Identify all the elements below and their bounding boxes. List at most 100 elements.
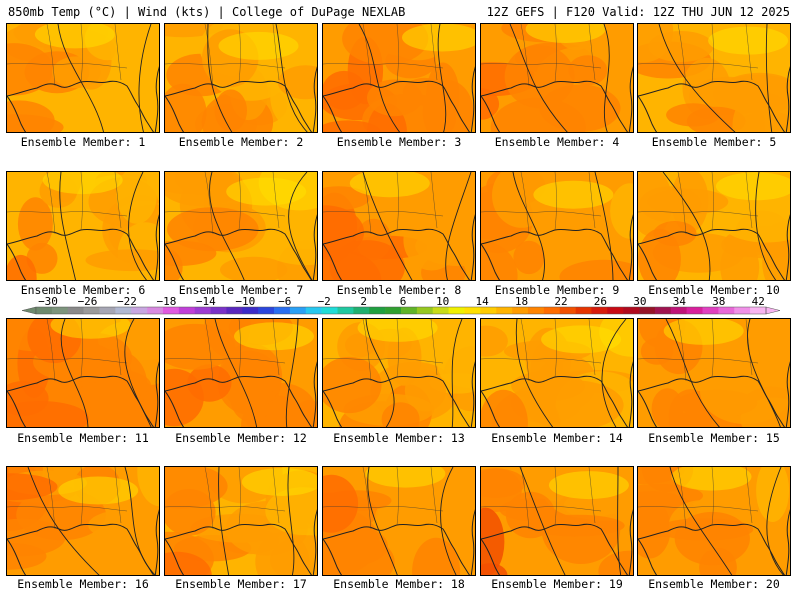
colorbar-segment: [591, 307, 608, 314]
colorbar-segment: [305, 307, 322, 314]
colorbar-segment: [369, 307, 386, 314]
colorbar-segment: [194, 307, 211, 314]
colorbar-segment: [178, 307, 195, 314]
panel-caption: Ensemble Member: 1: [20, 135, 146, 149]
colorbar-tick-label: 38: [712, 296, 725, 308]
panel-caption: Ensemble Member: 15: [648, 431, 780, 445]
colorbar-segment: [51, 307, 69, 314]
colorbar-segment: [559, 307, 576, 314]
panel-caption: Ensemble Member: 19: [491, 577, 623, 591]
ensemble-panel-12: [164, 318, 318, 428]
colorbar-tick-label: 34: [673, 296, 687, 308]
colorbar-segment: [226, 307, 243, 314]
ensemble-panel-7: [164, 171, 318, 281]
colorbar-tick-label: −10: [235, 296, 255, 308]
colorbar-tick-label: 30: [633, 296, 646, 308]
ensemble-panel-9: [480, 171, 634, 281]
colorbar-segment: [464, 307, 481, 314]
panel-caption: Ensemble Member: 3: [336, 135, 462, 149]
colorbar-tick-label: −6: [278, 296, 291, 308]
colorbar-segment: [670, 307, 687, 314]
colorbar-tick-label: 22: [554, 296, 567, 308]
ensemble-panel-1: [6, 23, 160, 133]
colorbar-tick-label: −22: [117, 296, 137, 308]
colorbar-segment: [654, 307, 672, 314]
ensemble-panel-11: [6, 318, 160, 428]
colorbar-tick-label: 42: [752, 296, 765, 308]
colorbar-tick-label: −26: [78, 296, 98, 308]
colorbar-arrow-left: [21, 306, 37, 315]
colorbar-tick-label: 6: [400, 296, 407, 308]
colorbar-tick-label: 14: [475, 296, 489, 308]
ensemble-panel-18: [322, 466, 476, 576]
colorbar-segment: [718, 307, 735, 314]
ensemble-panel-16: [6, 466, 160, 576]
colorbar-segment: [115, 307, 132, 314]
ensemble-panel-2: [164, 23, 318, 133]
colorbar-segment: [543, 307, 560, 314]
colorbar-segment: [162, 307, 180, 314]
ensemble-panel-14: [480, 318, 634, 428]
colorbar-segment: [496, 307, 513, 314]
panel-caption: Ensemble Member: 13: [333, 431, 465, 445]
ensemble-panel-19: [480, 466, 634, 576]
colorbar-segment: [512, 307, 529, 314]
colorbar-segment: [385, 307, 402, 314]
panel-caption: Ensemble Member: 17: [175, 577, 307, 591]
panel-caption: Ensemble Member: 2: [178, 135, 304, 149]
panel-caption: Ensemble Member: 9: [494, 283, 620, 297]
panel-caption: Ensemble Member: 8: [336, 283, 462, 297]
panel-caption: Ensemble Member: 11: [17, 431, 149, 445]
ensemble-panel-8: [322, 171, 476, 281]
panel-caption: Ensemble Member: 16: [17, 577, 149, 591]
colorbar-tick-label: 2: [360, 296, 367, 308]
ensemble-panel-3: [322, 23, 476, 133]
colorbar-segment: [702, 307, 719, 314]
colorbar-segment: [686, 307, 703, 314]
temperature-colorbar: −30 −26 −22 −18 −14 −10 −6 −2 2 6 10 14 18 22 26 30 34 38…: [21, 296, 781, 315]
colorbar-segment: [607, 307, 624, 314]
colorbar-segment: [36, 307, 53, 314]
colorbar-segment: [321, 307, 338, 314]
colorbar-tick-label: 10: [436, 296, 449, 308]
colorbar-segment: [99, 307, 116, 314]
ensemble-panel-6: [6, 171, 160, 281]
colorbar-tick-label: −30: [38, 296, 58, 308]
panel-caption: Ensemble Member: 18: [333, 577, 465, 591]
ensemble-panel-15: [637, 318, 791, 428]
colorbar-segment: [337, 307, 354, 314]
colorbar-segment: [448, 307, 465, 314]
colorbar-tick-label: −18: [156, 296, 176, 308]
colorbar-segment: [274, 307, 291, 314]
colorbar-segment: [623, 307, 640, 314]
colorbar-segment: [147, 307, 164, 314]
colorbar-segment: [416, 307, 434, 314]
colorbar-segment: [258, 307, 275, 314]
colorbar-segment: [83, 307, 100, 314]
panel-caption: Ensemble Member: 14: [491, 431, 623, 445]
colorbar-segment: [289, 307, 307, 314]
colorbar-segment: [750, 307, 767, 314]
colorbar-segment: [527, 307, 545, 314]
colorbar-segment: [353, 307, 370, 314]
colorbar-segment: [575, 307, 592, 314]
ensemble-panel-13: [322, 318, 476, 428]
colorbar-segment: [210, 307, 227, 314]
panel-caption: Ensemble Member: 12: [175, 431, 307, 445]
colorbar-tick-label: −14: [196, 296, 216, 308]
ensemble-panel-17: [164, 466, 318, 576]
colorbar-tick-label: 18: [515, 296, 528, 308]
colorbar-segment: [432, 307, 449, 314]
panel-caption: Ensemble Member: 6: [20, 283, 146, 297]
ensemble-panel-4: [480, 23, 634, 133]
map-title: 850mb Temp (°C) | Wind (kts) | College o…: [8, 5, 406, 19]
colorbar-tick-label: 26: [594, 296, 607, 308]
ensemble-panel-20: [637, 466, 791, 576]
colorbar-segment: [639, 307, 656, 314]
colorbar-segment: [401, 307, 418, 314]
panel-caption: Ensemble Member: 7: [178, 283, 304, 297]
panel-caption: Ensemble Member: 20: [648, 577, 780, 591]
colorbar-tick-label: −2: [318, 296, 331, 308]
colorbar-segment: [67, 307, 84, 314]
colorbar-arrow-right: [765, 306, 781, 315]
